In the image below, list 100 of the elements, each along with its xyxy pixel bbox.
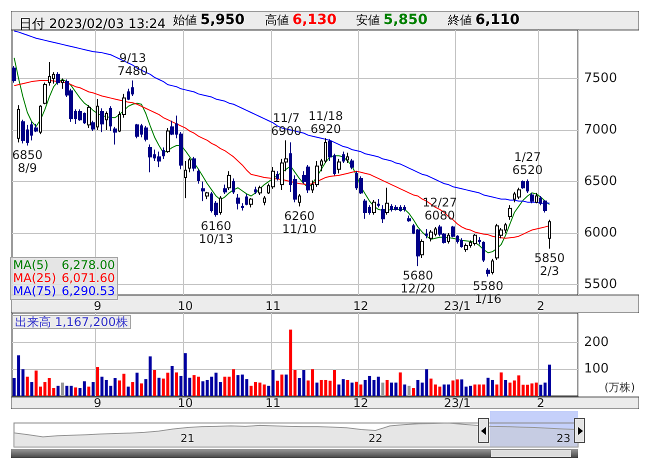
annotation: 6260 11/10 [282,208,317,236]
bar [302,370,306,396]
x-tick-label: 11 [265,299,281,313]
annotation: 6160 10/13 [198,219,234,246]
text: 高値 6,130 [265,12,337,28]
bar [342,379,345,396]
x-tick-label: 12 [353,396,368,410]
bar [70,386,73,396]
annotation: 11/18 6920 [308,108,344,136]
candlestick [219,196,222,216]
candlestick [491,258,494,275]
candlestick [425,228,428,239]
candlestick [223,184,227,194]
bar [74,387,78,396]
x-tick-label: 10 [178,299,193,313]
annotation: 6850 8/9 [12,148,43,175]
candlestick [227,170,231,190]
bar [96,367,100,396]
candlestick [517,187,521,200]
chart-title: 出来高 1,167,200株 [15,315,128,329]
candlestick [188,157,191,173]
candlestick [148,144,152,173]
bar [346,380,350,396]
bar [170,366,174,396]
candlestick [48,61,51,86]
y-tick-label: 7000 [584,122,618,138]
x-tick-label: 9 [94,396,102,410]
x-tick-label: 22 [368,432,383,445]
candlestick [87,104,91,128]
candlestick [346,152,349,164]
bar [48,378,51,396]
candlestick [543,200,547,214]
bar [175,372,178,396]
bar [262,384,266,396]
bar [122,374,126,396]
candlestick [482,240,485,263]
candlestick [372,200,376,216]
candlestick [420,238,424,258]
bar [359,384,362,396]
bar [350,382,354,396]
candlestick [359,176,363,194]
bar [148,356,152,396]
candlestick [197,168,200,184]
candlestick [447,232,450,244]
annotation: 5850 2/3 [534,251,565,278]
candlestick [245,193,248,206]
bar [166,372,170,396]
candlestick [100,108,104,133]
candlestick [166,127,170,154]
bar [460,379,464,396]
candlestick [429,230,433,242]
candlestick [43,82,47,105]
candlestick [39,104,42,135]
x-tick-label: 9 [94,299,102,313]
bar [403,384,406,396]
candlestick [548,219,551,250]
bar [478,384,481,396]
y-tick-label: 6000 [584,226,618,241]
candlestick [377,198,380,208]
candlestick [495,223,499,260]
x-tick-label: 23/1 [444,396,471,410]
bar [534,382,538,396]
bar [539,384,542,396]
candlestick [201,181,205,202]
bar [364,380,367,396]
bar [324,380,328,396]
candlestick [135,123,139,139]
bar [34,370,38,396]
bar [394,382,398,396]
x-tick-label: 2 [536,299,545,313]
y-tick-label: 5500 [584,277,618,292]
bar [206,380,209,396]
candlestick [249,198,253,208]
bar [140,383,143,396]
candlestick [96,98,99,131]
bar [104,380,108,396]
bar [320,380,323,396]
bar [196,376,200,396]
y-tick-label: 200 [584,334,609,350]
bar [315,382,318,396]
bar [284,374,288,396]
bar [390,382,394,396]
y-tick-label: 6500 [584,174,618,190]
bar [416,380,420,396]
candlestick [298,193,301,207]
annotation: 1/27 6520 [512,150,543,178]
candlestick [184,160,187,199]
candlestick [486,268,490,277]
bar [504,380,508,396]
candlestick [508,204,512,220]
bar [30,382,34,396]
candlestick [21,119,25,144]
bar [201,381,204,396]
candlestick [460,238,463,248]
bar [65,386,68,396]
candlestick [241,202,244,211]
y-tick-label: 7500 [584,70,618,86]
candlestick [56,72,60,86]
bar [136,372,139,396]
candlestick [254,186,257,194]
